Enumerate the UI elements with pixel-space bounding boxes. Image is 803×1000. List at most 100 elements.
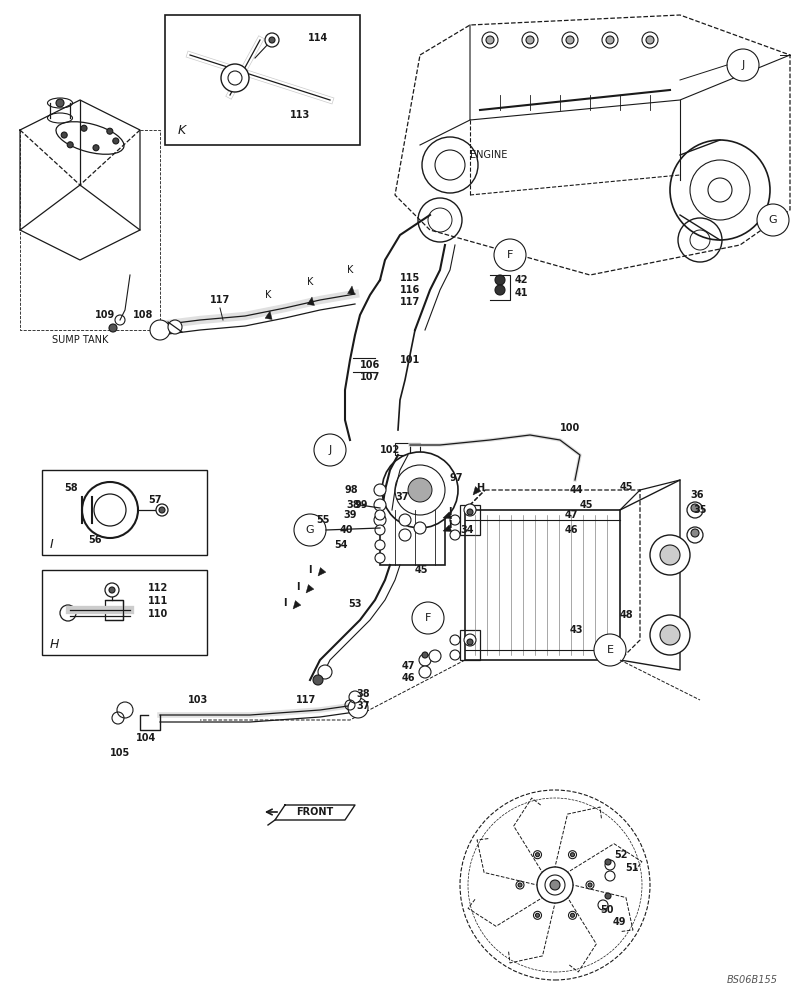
Text: 45: 45 xyxy=(619,482,633,492)
Circle shape xyxy=(517,883,521,887)
Circle shape xyxy=(450,530,459,540)
Text: 103: 103 xyxy=(188,695,208,705)
Circle shape xyxy=(349,691,361,703)
Circle shape xyxy=(373,484,385,496)
Circle shape xyxy=(61,132,67,138)
Text: 53: 53 xyxy=(348,599,361,609)
Text: J: J xyxy=(328,445,331,455)
Circle shape xyxy=(105,583,119,597)
Text: 49: 49 xyxy=(612,917,626,927)
Circle shape xyxy=(394,465,444,515)
Polygon shape xyxy=(442,525,451,532)
Text: BS06B155: BS06B155 xyxy=(726,975,777,985)
Text: 39: 39 xyxy=(343,510,357,520)
Bar xyxy=(410,443,419,455)
Circle shape xyxy=(533,851,541,859)
Bar xyxy=(165,15,360,145)
Circle shape xyxy=(544,875,565,895)
Circle shape xyxy=(93,145,99,151)
Circle shape xyxy=(642,32,657,48)
Circle shape xyxy=(314,434,345,466)
Circle shape xyxy=(568,851,576,859)
Circle shape xyxy=(450,635,459,645)
Text: 43: 43 xyxy=(569,625,583,635)
Text: K: K xyxy=(177,124,186,137)
Text: 55: 55 xyxy=(316,515,329,525)
Text: 99: 99 xyxy=(355,500,368,510)
Circle shape xyxy=(463,504,475,516)
Circle shape xyxy=(495,275,504,285)
Circle shape xyxy=(549,880,560,890)
Circle shape xyxy=(269,37,275,43)
Text: I: I xyxy=(448,507,451,517)
Text: 56: 56 xyxy=(88,535,101,545)
Text: 40: 40 xyxy=(339,525,353,535)
Polygon shape xyxy=(265,311,272,320)
Text: 97: 97 xyxy=(450,473,463,483)
Circle shape xyxy=(398,529,410,541)
Circle shape xyxy=(418,654,430,666)
Circle shape xyxy=(381,452,458,528)
Circle shape xyxy=(482,32,497,48)
Circle shape xyxy=(109,324,117,332)
Circle shape xyxy=(450,515,459,525)
Circle shape xyxy=(429,650,441,662)
Circle shape xyxy=(604,860,614,870)
Circle shape xyxy=(94,494,126,526)
Text: K: K xyxy=(307,277,313,287)
Circle shape xyxy=(570,913,574,917)
Text: 102: 102 xyxy=(380,445,400,455)
Text: 34: 34 xyxy=(459,525,473,535)
Text: 48: 48 xyxy=(619,610,633,620)
Text: 105: 105 xyxy=(110,748,130,758)
Text: 54: 54 xyxy=(334,540,348,550)
Text: ENGINE: ENGINE xyxy=(470,150,507,160)
Circle shape xyxy=(374,540,385,550)
Text: FRONT: FRONT xyxy=(296,807,333,817)
Circle shape xyxy=(690,504,698,512)
Text: 45: 45 xyxy=(414,565,428,575)
Text: 104: 104 xyxy=(136,733,156,743)
Text: F: F xyxy=(506,250,512,260)
Circle shape xyxy=(81,125,87,131)
Text: 51: 51 xyxy=(624,863,638,873)
Circle shape xyxy=(156,504,168,516)
Polygon shape xyxy=(347,286,354,294)
Text: 107: 107 xyxy=(360,372,380,382)
Circle shape xyxy=(726,49,758,81)
Circle shape xyxy=(659,545,679,565)
Circle shape xyxy=(56,99,64,107)
Bar xyxy=(394,443,410,455)
Bar xyxy=(42,570,206,655)
Circle shape xyxy=(67,142,73,148)
Text: 101: 101 xyxy=(400,355,420,365)
Text: 115: 115 xyxy=(400,273,420,283)
Text: 117: 117 xyxy=(296,695,316,705)
Circle shape xyxy=(117,702,132,718)
Text: 41: 41 xyxy=(515,288,528,298)
Circle shape xyxy=(516,881,524,889)
Circle shape xyxy=(536,867,573,903)
Circle shape xyxy=(604,859,610,865)
Circle shape xyxy=(150,320,169,340)
Text: 110: 110 xyxy=(148,609,168,619)
Text: 47: 47 xyxy=(565,510,578,520)
Text: J: J xyxy=(740,60,744,70)
Polygon shape xyxy=(307,297,314,305)
Bar xyxy=(459,505,479,535)
Text: 98: 98 xyxy=(344,485,358,495)
Circle shape xyxy=(521,32,537,48)
Circle shape xyxy=(649,535,689,575)
Circle shape xyxy=(318,665,332,679)
Circle shape xyxy=(294,514,325,546)
Text: 38: 38 xyxy=(346,500,360,510)
Circle shape xyxy=(373,514,385,526)
Circle shape xyxy=(463,634,475,646)
Text: 58: 58 xyxy=(64,483,78,493)
Text: 46: 46 xyxy=(401,673,414,683)
Text: G: G xyxy=(305,525,314,535)
Circle shape xyxy=(645,36,653,44)
Circle shape xyxy=(686,527,702,543)
Bar xyxy=(42,470,206,555)
Polygon shape xyxy=(292,601,300,609)
